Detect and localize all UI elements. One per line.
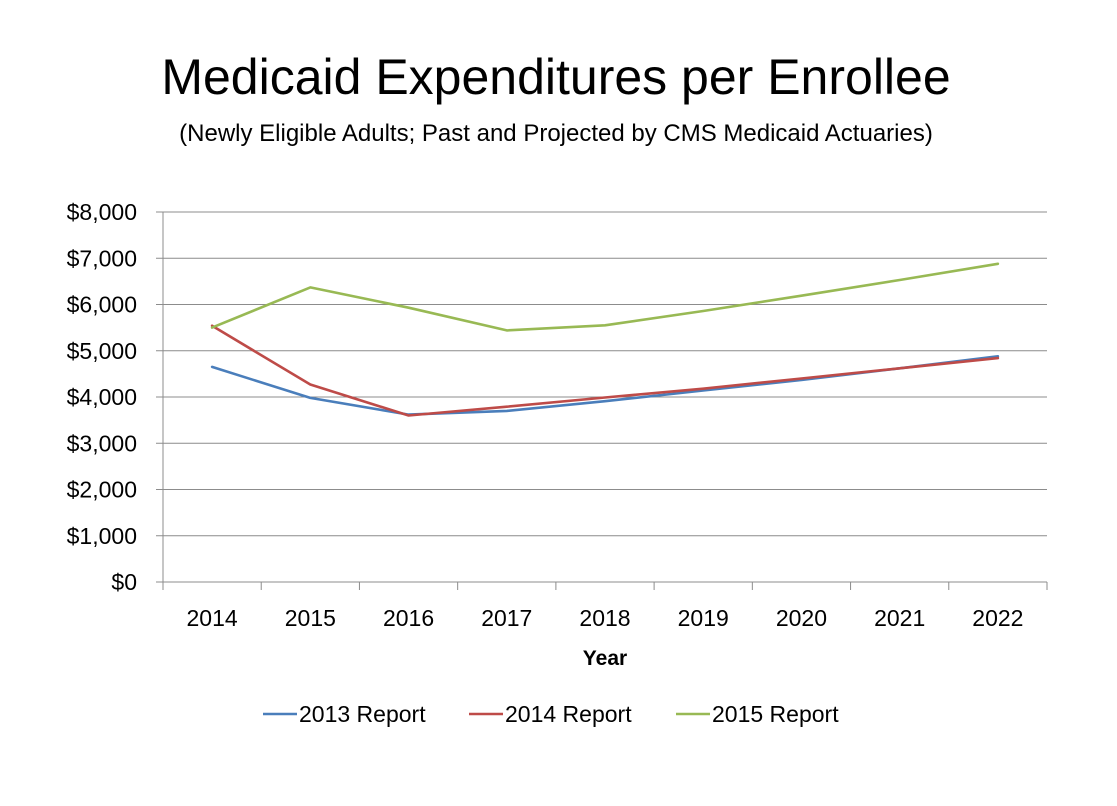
y-tick-label: $0 — [111, 569, 137, 595]
legend-label: 2014 Report — [505, 701, 632, 727]
legend-label: 2015 Report — [712, 701, 839, 727]
axes — [156, 211, 1048, 590]
legend: 2013 Report 2014 Report 2015 Report — [263, 701, 839, 727]
x-axis-tick-labels: 2014 2015 2016 2017 2018 2019 2020 2021 2022 — [187, 605, 1024, 631]
x-tick-label: 2015 — [285, 605, 336, 631]
x-axis-title: Year — [583, 647, 627, 670]
x-tick-label: 2020 — [776, 605, 827, 631]
x-tick-label: 2016 — [383, 605, 434, 631]
y-tick-label: $3,000 — [67, 430, 137, 456]
series-line-2015-report — [210, 262, 1000, 332]
y-tick-label: $4,000 — [67, 384, 137, 410]
x-tick-label: 2019 — [678, 605, 729, 631]
y-tick-label: $8,000 — [67, 199, 137, 225]
y-tick-label: $2,000 — [67, 477, 137, 503]
chart-subtitle: (Newly Eligible Adults; Past and Project… — [179, 120, 933, 147]
series-lines — [210, 262, 1000, 417]
y-tick-label: $1,000 — [67, 523, 137, 549]
chart-title: Medicaid Expenditures per Enrollee — [161, 49, 950, 105]
y-tick-label: $5,000 — [67, 338, 137, 364]
x-tick-label: 2021 — [874, 605, 925, 631]
x-tick-label: 2022 — [972, 605, 1023, 631]
x-tick-label: 2018 — [579, 605, 630, 631]
x-tick-label: 2014 — [187, 605, 238, 631]
y-axis-tick-labels: $0 $1,000 $2,000 $3,000 $4,000 $5,000 $6,000 $7… — [67, 199, 137, 595]
x-tick-label: 2017 — [481, 605, 532, 631]
y-tick-label: $7,000 — [67, 245, 137, 271]
y-tick-label: $6,000 — [67, 292, 137, 318]
series-line-2013-report — [210, 354, 1000, 416]
legend-label: 2013 Report — [299, 701, 426, 727]
gridlines — [163, 211, 1047, 537]
series-line-2014-report — [210, 324, 1000, 417]
